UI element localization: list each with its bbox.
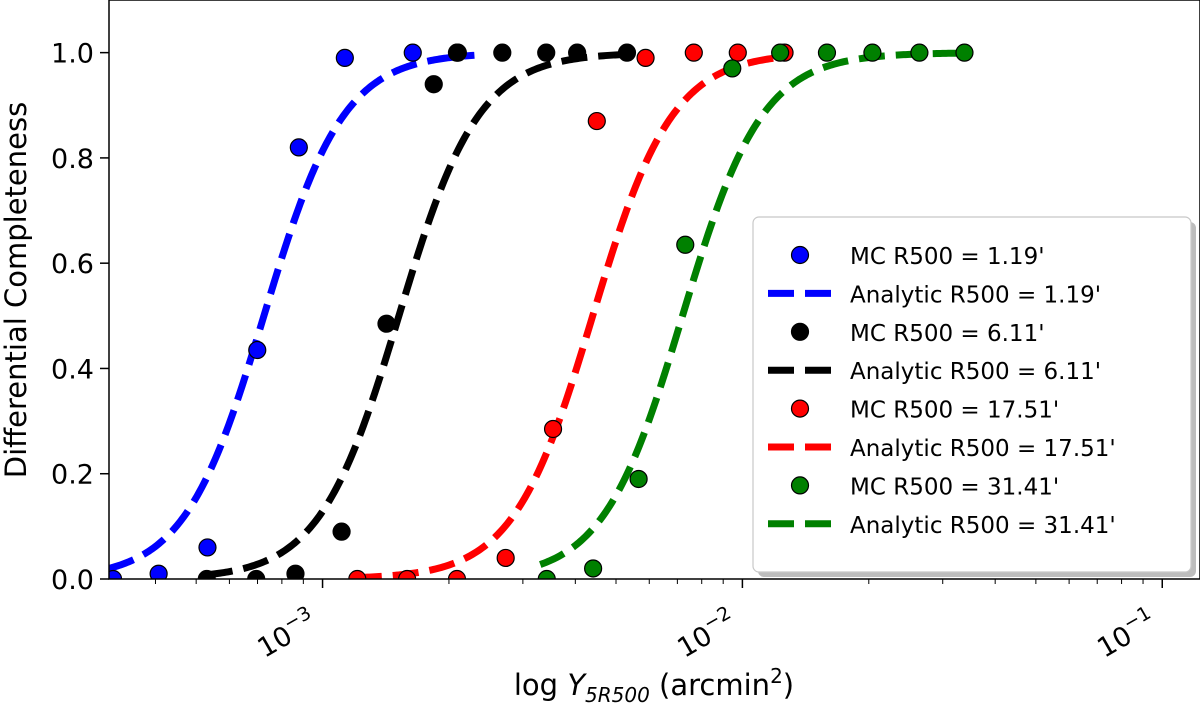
mc-point-series-3-6	[587, 111, 606, 131]
mc-point-series-4-9	[910, 43, 929, 62]
legend-marker-mc-3	[790, 399, 810, 418]
legend-marker-mc-1	[790, 245, 810, 265]
analytic-curve-1	[109, 51, 475, 572]
mc-point-series-4-3	[629, 469, 648, 489]
legend-label-mc-3: MC R500 = 17.51'	[850, 398, 1059, 424]
legend-label-analytic-4: Analytic R500 = 31.41'	[850, 513, 1116, 539]
mc-point-series-2-8	[493, 43, 512, 62]
mc-point-series-3-2	[398, 569, 417, 579]
mc-point-series-3-1	[348, 569, 367, 579]
mc-point-series-4-10	[955, 43, 974, 62]
mc-point-series-1-1	[109, 569, 123, 579]
mc-point-series-2-4	[332, 522, 351, 541]
x-axis-label-subscript: 5R500	[585, 683, 650, 707]
mc-point-series-3-3	[447, 569, 467, 579]
mc-point-series-1-4	[248, 340, 267, 360]
x-tick-label: 10−2	[670, 602, 742, 664]
mc-point-series-3-8	[684, 43, 703, 62]
y-tick-label: 0.0	[51, 565, 94, 596]
legend-marker-mc-2	[790, 322, 810, 341]
x-axis-label-variable: Y	[567, 668, 587, 702]
mc-point-series-4-2	[584, 559, 603, 578]
legend-label-analytic-3: Analytic R500 = 17.51'	[850, 436, 1116, 462]
legend-marker-mc-4	[790, 476, 810, 495]
mc-point-series-3-4	[496, 548, 515, 568]
mc-point-series-4-8	[863, 43, 882, 62]
x-tick-label: 10−3	[250, 602, 322, 664]
mc-point-series-2-5	[377, 314, 396, 333]
analytic-curve-4	[539, 49, 966, 568]
mc-point-series-1-3	[198, 538, 217, 557]
mc-point-series-3-7	[636, 48, 655, 68]
mc-point-series-2-6	[424, 75, 443, 94]
x-axis-label-unit-close: )	[783, 668, 794, 702]
x-axis-label: log Y5R500 (arcmin2)	[514, 664, 794, 707]
x-axis-label-unit: (arcmin	[650, 668, 770, 702]
legend-label-analytic-2: Analytic R500 = 6.11'	[850, 359, 1101, 385]
mc-point-series-1-5	[289, 138, 308, 157]
y-tick-label: 0.2	[51, 460, 94, 491]
mc-point-series-4-5	[723, 59, 742, 78]
y-tick-label: 1.0	[51, 39, 94, 70]
legend-label-mc-1: MC R500 = 1.19'	[850, 244, 1045, 270]
mc-point-series-1-7	[403, 43, 422, 62]
x-axis-label-prefix: log	[514, 668, 567, 702]
mc-point-series-1-2	[149, 564, 168, 579]
y-tick-label: 0.8	[51, 144, 94, 175]
mc-point-series-4-1	[537, 569, 556, 579]
mc-point-series-1-6	[335, 48, 354, 68]
plot-frame	[108, 0, 1200, 580]
mc-point-series-2-7	[447, 43, 467, 62]
mc-point-series-4-7	[817, 43, 837, 62]
mc-point-series-3-9	[728, 43, 747, 62]
x-tick-label: 10−1	[1090, 602, 1162, 664]
x-axis-label-unit-sup: 2	[770, 664, 783, 688]
legend-label-mc-2: MC R500 = 6.11'	[850, 321, 1045, 347]
mc-point-series-2-9	[537, 43, 556, 62]
legend-label-mc-4: MC R500 = 31.41'	[850, 474, 1059, 500]
mc-point-series-3-5	[543, 419, 563, 439]
mc-point-series-2-11	[617, 43, 637, 62]
y-tick-label: 0.4	[51, 354, 94, 385]
mc-point-series-4-6	[771, 43, 790, 62]
mc-point-series-2-2	[247, 569, 266, 579]
y-tick-label: 0.6	[51, 249, 94, 280]
legend-box	[752, 216, 1192, 573]
mc-point-series-2-1	[197, 569, 216, 579]
mc-point-series-4-4	[676, 235, 695, 254]
analytic-curve-2	[206, 50, 627, 579]
mc-point-series-2-3	[286, 564, 305, 579]
analytic-curve-3	[355, 53, 784, 579]
mc-point-series-2-10	[568, 43, 587, 62]
y-axis-label: Differential Completeness	[0, 102, 33, 478]
legend: MC R500 = 1.19' Analytic R500 = 1.19' MC R…	[752, 216, 1196, 577]
legend-label-analytic-1: Analytic R500 = 1.19'	[850, 282, 1101, 308]
